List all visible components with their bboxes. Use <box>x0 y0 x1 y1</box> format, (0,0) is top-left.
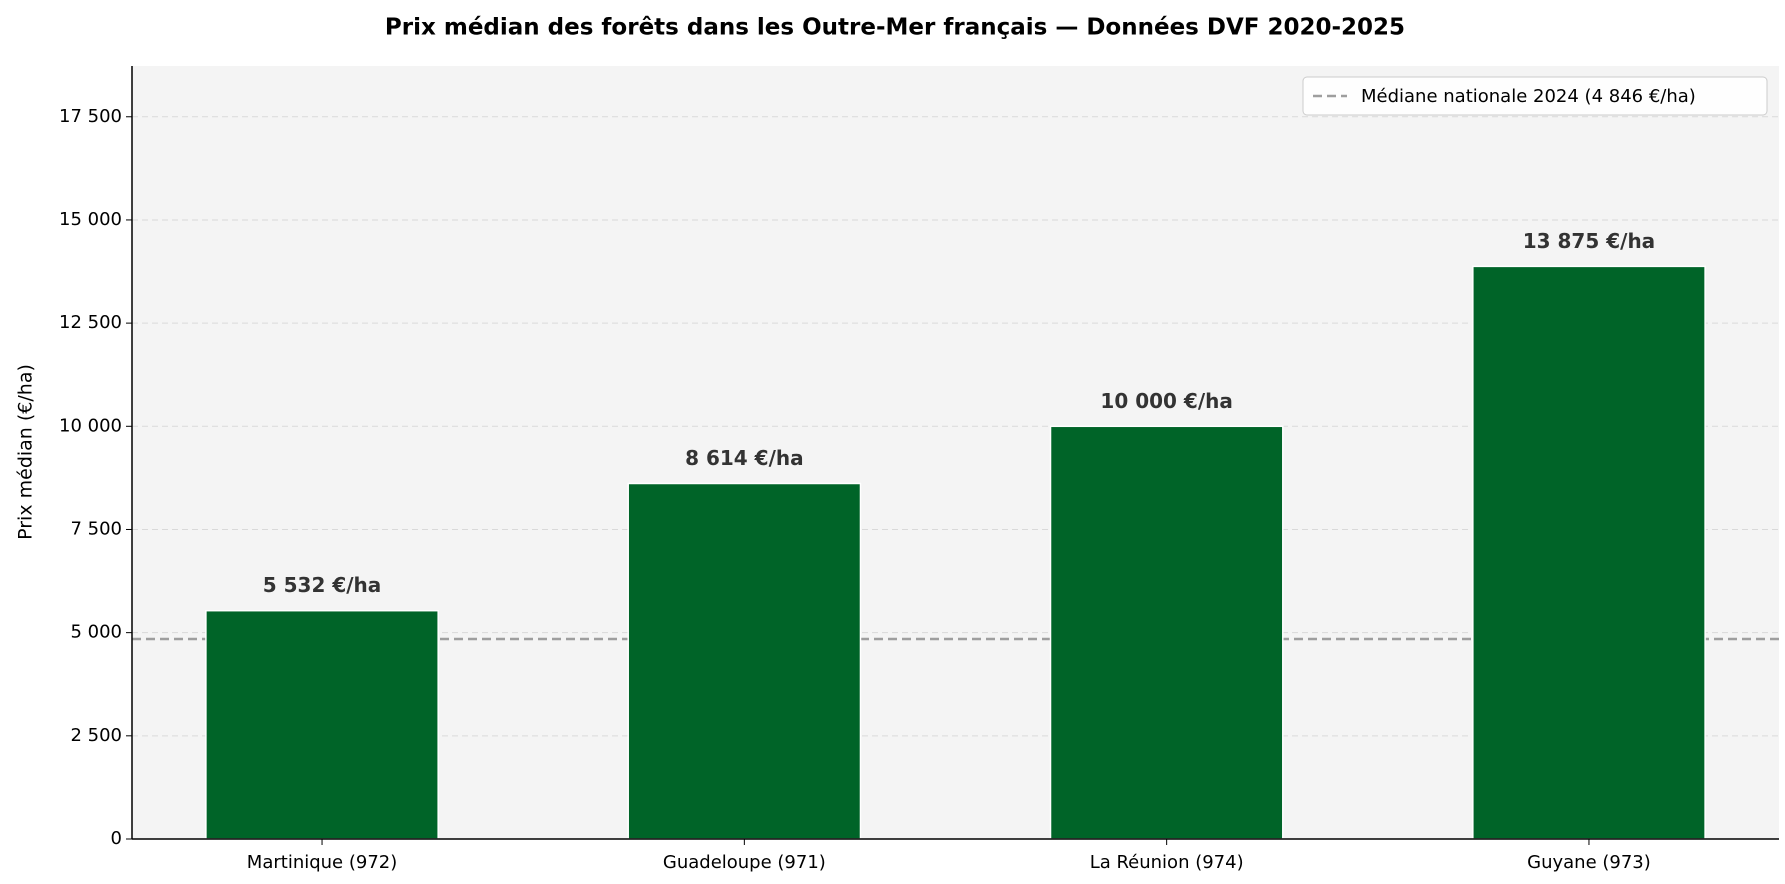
y-tick-label: 7 500 <box>70 518 122 539</box>
x-tick-label: Guadeloupe (971) <box>663 852 826 873</box>
x-tick-label: Martinique (972) <box>247 852 397 873</box>
y-tick-label: 15 000 <box>59 209 122 230</box>
value-label: 10 000 €/ha <box>1100 389 1232 413</box>
y-tick-label: 5 000 <box>70 622 122 643</box>
x-tick-label: Guyane (973) <box>1527 852 1651 873</box>
y-tick-label: 12 500 <box>59 312 122 333</box>
y-axis-label: Prix médian (€/ha) <box>15 364 37 540</box>
bar <box>205 609 439 840</box>
y-tick-label: 2 500 <box>70 725 122 746</box>
bar <box>1049 425 1284 840</box>
value-label: 5 532 €/ha <box>263 573 382 597</box>
y-tick-label: 17 500 <box>59 106 122 127</box>
value-label: 8 614 €/ha <box>685 446 804 470</box>
bar <box>627 482 862 840</box>
legend-box <box>1302 76 1768 116</box>
bar <box>1472 265 1706 840</box>
value-label: 13 875 €/ha <box>1523 229 1655 253</box>
x-tick-label: La Réunion (974) <box>1090 852 1244 873</box>
chart-title: Prix médian des forêts dans les Outre-Me… <box>385 15 1405 41</box>
y-tick-label: 10 000 <box>59 415 122 436</box>
legend-label: Médiane nationale 2024 (4 846 €/ha) <box>1361 86 1696 107</box>
y-tick-label: 0 <box>111 828 122 849</box>
